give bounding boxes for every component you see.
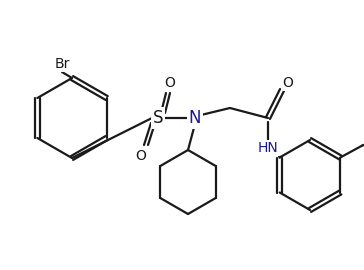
Text: O: O	[282, 76, 293, 90]
Text: O: O	[135, 149, 146, 163]
Text: S: S	[153, 109, 163, 127]
Text: O: O	[165, 76, 175, 90]
Text: HN: HN	[258, 141, 278, 155]
Text: Br: Br	[54, 57, 70, 71]
Text: N: N	[189, 109, 201, 127]
